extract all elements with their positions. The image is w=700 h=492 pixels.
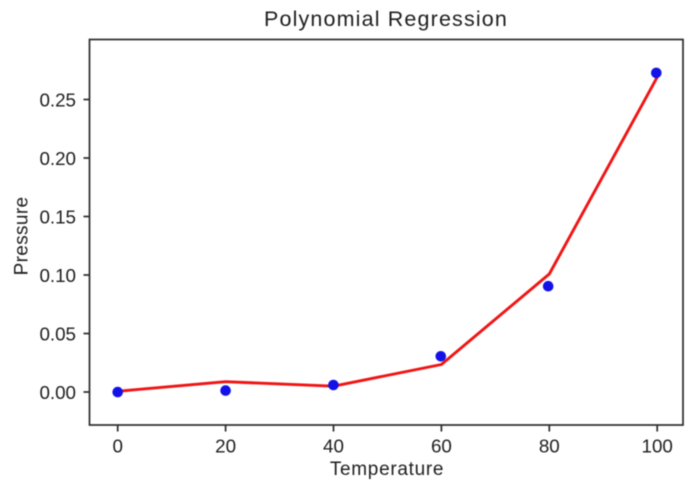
svg-text:Temperature: Temperature [330, 459, 444, 480]
svg-text:40: 40 [323, 436, 344, 457]
svg-text:0.15: 0.15 [39, 206, 76, 227]
svg-text:0.25: 0.25 [39, 89, 76, 110]
svg-text:0.00: 0.00 [39, 382, 76, 403]
svg-text:0.10: 0.10 [39, 265, 76, 286]
svg-text:20: 20 [215, 436, 236, 457]
svg-text:0.05: 0.05 [39, 323, 76, 344]
svg-text:60: 60 [431, 436, 452, 457]
svg-text:100: 100 [642, 436, 673, 457]
svg-text:0: 0 [112, 436, 122, 457]
svg-text:Pressure: Pressure [12, 197, 33, 276]
svg-text:80: 80 [539, 436, 560, 457]
svg-text:0.20: 0.20 [39, 148, 76, 169]
svg-text:Polynomial Regression: Polynomial Regression [264, 7, 508, 31]
